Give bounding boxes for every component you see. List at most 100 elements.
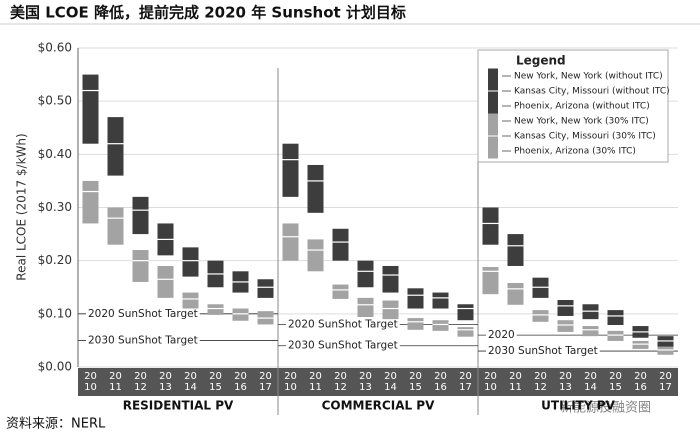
y-tick-label: $0.40 — [38, 147, 72, 161]
range-box — [582, 326, 599, 337]
target-label: 2030 SunShot Target — [288, 340, 398, 352]
y-axis-label: Real LCOE (2017 $/kWh) — [15, 133, 29, 280]
legend-marker — [488, 113, 498, 129]
x-tick-label: 20 16 — [634, 371, 647, 393]
legend-label: Kansas City, Missouri (30% ITC) — [514, 132, 656, 142]
range-box — [357, 297, 374, 318]
legend-label: New York, New York (30% ITC) — [514, 117, 649, 127]
range-box — [207, 304, 224, 315]
x-tick-label: 20 14 — [384, 371, 397, 393]
x-tick-label: 20 14 — [584, 371, 597, 393]
range-box — [457, 327, 474, 337]
range-box — [307, 164, 324, 213]
y-tick-label: $0.60 — [38, 41, 72, 55]
legend-label: New York, New York (without ITC) — [514, 72, 663, 82]
range-box — [382, 300, 399, 320]
range-box — [382, 265, 399, 293]
x-tick-label: 20 12 — [134, 371, 147, 393]
legend-label: Kansas City, Missouri (without ITC) — [514, 87, 670, 97]
y-tick-label: $0.50 — [38, 94, 72, 108]
legend-label: Phoenix, Arizona (30% ITC) — [514, 147, 636, 157]
legend-marker — [488, 143, 498, 159]
range-box — [432, 320, 449, 331]
range-box — [157, 265, 174, 298]
target-label-bg — [486, 344, 600, 359]
target-label-bg — [486, 328, 517, 343]
range-box — [407, 318, 424, 330]
y-tick-label: $0.00 — [38, 360, 72, 374]
target-label: 2030 SunShot Target — [88, 334, 198, 346]
x-tick-label: 20 11 — [509, 371, 522, 393]
range-box — [482, 267, 499, 295]
y-tick-label: $0.30 — [38, 200, 72, 214]
x-tick-label: 20 17 — [259, 371, 272, 393]
range-box — [532, 310, 549, 322]
range-box — [557, 320, 574, 332]
x-tick-label: 20 12 — [534, 371, 547, 393]
x-tick-label: 20 10 — [284, 371, 297, 393]
target-label-bg — [86, 333, 200, 348]
x-tick-label: 20 13 — [159, 371, 172, 393]
range-box — [182, 292, 199, 309]
x-tick-label: 20 12 — [334, 371, 347, 393]
range-box — [257, 279, 274, 298]
watermark: 新能源投融资圈 — [560, 400, 651, 416]
y-tick-label: $0.10 — [38, 306, 72, 320]
group-label: UTILITY PV — [541, 399, 615, 413]
target-label: 2020 — [488, 329, 515, 341]
source: 资料来源：NERL — [6, 417, 106, 432]
range-box — [82, 74, 99, 144]
range-box — [557, 300, 574, 316]
range-box — [507, 234, 524, 266]
range-box — [432, 292, 449, 309]
range-box — [82, 180, 99, 224]
y-tick-label: $0.20 — [38, 253, 72, 267]
x-tick-label: 20 13 — [559, 371, 572, 393]
target-label: 2020 SunShot Target — [288, 318, 398, 330]
legend-label: Phoenix, Arizona (without ITC) — [514, 102, 650, 112]
group-label: RESIDENTIAL PV — [123, 399, 234, 413]
range-box — [132, 250, 149, 282]
range-box — [107, 117, 124, 176]
range-box — [657, 346, 674, 355]
x-tick-label: 20 11 — [109, 371, 122, 393]
range-box — [357, 260, 374, 288]
x-tick-label: 20 17 — [459, 371, 472, 393]
range-box — [182, 247, 199, 277]
x-tick-label: 20 16 — [234, 371, 247, 393]
range-box — [282, 223, 299, 261]
range-box — [607, 310, 624, 325]
group-label: COMMERCIAL PV — [322, 399, 436, 413]
target-label-bg — [286, 317, 400, 332]
category-band — [78, 368, 678, 396]
range-box — [507, 282, 524, 305]
range-box — [232, 308, 249, 321]
x-tick-label: 20 10 — [484, 371, 497, 393]
target-label-bg — [86, 306, 200, 321]
x-tick-label: 20 14 — [184, 371, 197, 393]
range-box — [307, 239, 324, 272]
range-box — [282, 143, 299, 197]
legend-marker — [488, 98, 498, 114]
x-tick-label: 20 11 — [309, 371, 322, 393]
range-box — [482, 207, 499, 245]
x-tick-label: 20 16 — [434, 371, 447, 393]
range-box — [107, 207, 124, 245]
target-label-bg — [286, 338, 400, 353]
legend-marker — [488, 68, 498, 84]
x-tick-label: 20 10 — [84, 371, 97, 393]
x-tick-label: 20 15 — [409, 371, 422, 393]
range-box — [632, 340, 649, 349]
range-box — [332, 228, 349, 261]
target-label: 2020 SunShot Target — [88, 308, 198, 320]
range-box — [457, 304, 474, 321]
range-box — [332, 284, 349, 299]
legend-title: Legend — [516, 54, 566, 68]
target-label: 2030 SunShot Target — [488, 345, 598, 357]
x-tick-label: 20 15 — [209, 371, 222, 393]
range-box — [132, 196, 149, 235]
range-box — [407, 288, 424, 309]
x-tick-label: 20 15 — [609, 371, 622, 393]
